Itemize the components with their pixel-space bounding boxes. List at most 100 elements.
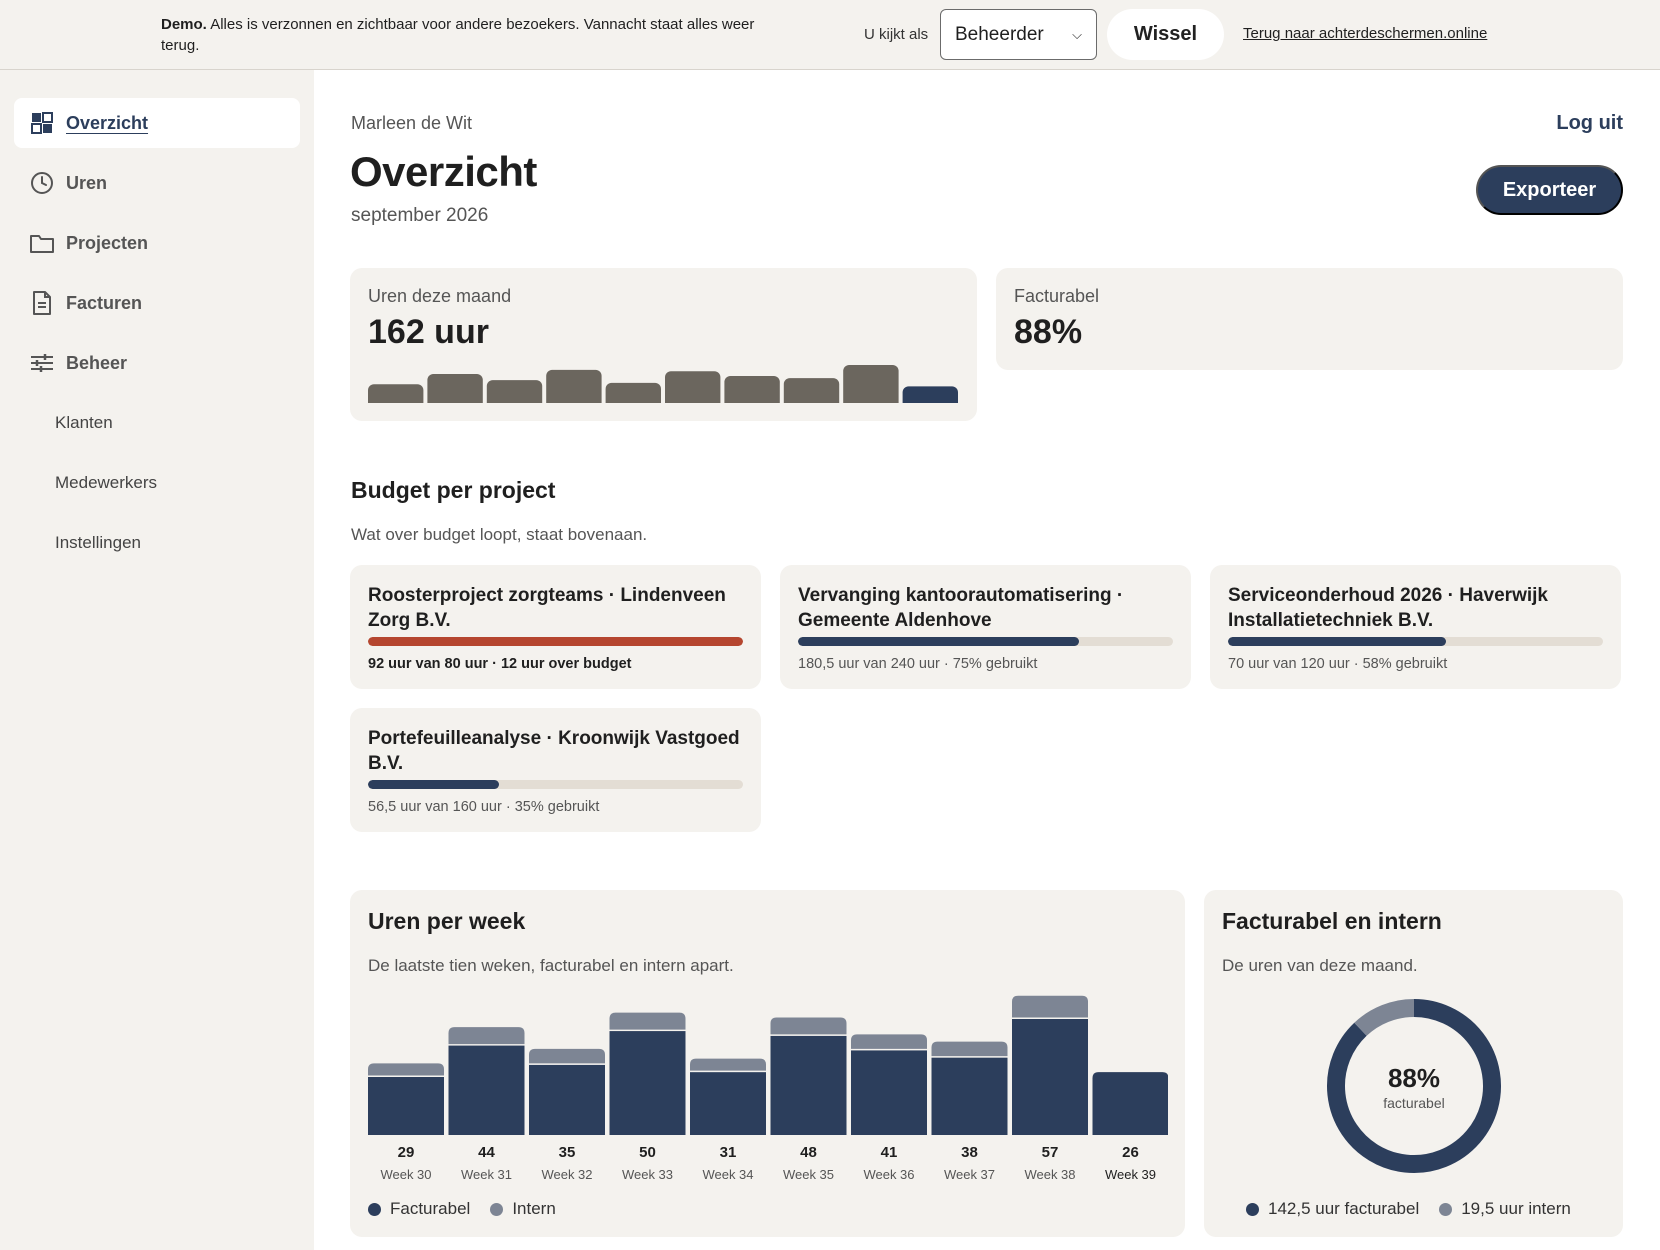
sidebar-item-facturen[interactable]: Facturen	[14, 278, 300, 328]
bar-internal	[1012, 995, 1088, 1018]
sidebar: Overzicht Uren Projecten Facturen Beheer…	[0, 70, 314, 1250]
bar-category-label: Week 34	[702, 1167, 753, 1182]
sparkline-bar	[665, 371, 721, 403]
export-button[interactable]: Exporteer	[1476, 165, 1623, 215]
page-title: Overzicht	[350, 148, 537, 195]
legend-label: 19,5 uur intern	[1461, 1199, 1571, 1218]
weekly-chart-subtitle: De laatste tien weken, facturabel en int…	[368, 956, 734, 975]
bar-billable	[368, 1077, 444, 1135]
billable-donut-chart	[1327, 999, 1501, 1173]
bar-category-label: Week 31	[461, 1167, 512, 1182]
sparkline-bar	[546, 369, 602, 403]
sparkline-bar	[843, 365, 899, 403]
bar-total-label: 31	[720, 1144, 737, 1161]
sidebar-item-label: Facturen	[66, 292, 143, 313]
budget-status: 56,5 uur van 160 uur · 35% gebruikt	[368, 799, 600, 815]
bar-internal	[690, 1058, 766, 1071]
legend-item-internal: 19,5 uur intern	[1439, 1199, 1571, 1219]
sparkline-bar	[724, 376, 780, 403]
bar-category-label: Week 38	[1024, 1167, 1075, 1182]
legend-dot-billable	[1246, 1202, 1259, 1216]
bar-total-label: 35	[559, 1144, 576, 1161]
bar-total-label: 29	[398, 1144, 415, 1161]
bar-billable	[931, 1057, 1008, 1135]
bar-internal	[770, 1017, 847, 1035]
sidebar-subitem-klanten[interactable]: Klanten	[55, 413, 113, 432]
budget-card[interactable]: Portefeuilleanalyse · Kroonwijk Vastgoed…	[350, 708, 761, 832]
bar-category-label: Week 32	[541, 1167, 592, 1182]
legend-label: 142,5 uur facturabel	[1268, 1199, 1420, 1218]
bar-total-label: 44	[478, 1144, 495, 1161]
bar-internal	[851, 1034, 927, 1049]
donut-legend: 142,5 uur facturabel 19,5 uur intern	[1246, 1199, 1591, 1219]
folder-icon	[30, 231, 54, 255]
bar-billable	[529, 1064, 605, 1135]
budget-status: 180,5 uur van 240 uur · 75% gebruikt	[798, 656, 1038, 672]
demo-bar: Demo. Alles is verzonnen en zichtbaar vo…	[0, 0, 1660, 70]
bar-internal	[931, 1041, 1008, 1057]
chevron-down-icon: ⌵	[1072, 26, 1082, 42]
legend-label: Facturabel	[390, 1199, 471, 1218]
user-name: Marleen de Wit	[351, 113, 473, 133]
bar-total-label: 57	[1042, 1144, 1059, 1161]
donut-chart-subtitle: De uren van deze maand.	[1222, 956, 1418, 975]
billable-stat-card: Facturabel 88%	[996, 268, 1623, 370]
hours-stat-label: Uren deze maand	[368, 286, 512, 306]
sidebar-subitem-instellingen[interactable]: Instellingen	[55, 533, 142, 552]
hours-stat-card: Uren deze maand 162 uur	[350, 268, 977, 421]
bar-total-label: 50	[639, 1144, 656, 1161]
sparkline-bar	[368, 384, 424, 403]
weekly-chart-title: Uren per week	[368, 908, 526, 934]
bar-category-label: Week 35	[783, 1167, 834, 1182]
bar-total-label: 26	[1122, 1144, 1139, 1161]
sidebar-subitem-medewerkers[interactable]: Medewerkers	[55, 473, 158, 492]
donut-center-label: facturabel	[1383, 1095, 1445, 1111]
sparkline-bar	[486, 380, 543, 403]
page-period: september 2026	[351, 205, 489, 226]
hours-sparkline	[368, 365, 958, 403]
demo-text: Alles is verzonnen en zichtbaar voor and…	[161, 16, 755, 54]
sparkline-bar	[902, 386, 958, 403]
bar-internal	[448, 1027, 525, 1045]
sidebar-item-uren[interactable]: Uren	[14, 158, 300, 208]
bar-billable	[1012, 1019, 1088, 1135]
document-icon	[30, 291, 54, 315]
budget-section-title: Budget per project	[351, 477, 556, 503]
view-as-label: U kijkt als	[864, 26, 929, 43]
legend-dot-internal	[1439, 1202, 1453, 1216]
sparkline-bar	[427, 373, 483, 403]
budget-progress-fill	[368, 780, 500, 789]
logout-link[interactable]: Log uit	[1556, 112, 1623, 134]
billable-stat-label: Facturabel	[1014, 286, 1100, 306]
sidebar-item-beheer[interactable]: Beheer	[14, 338, 300, 388]
bar-billable	[1092, 1072, 1168, 1135]
sidebar-item-label: Overzicht	[66, 112, 149, 133]
budget-card[interactable]: Roosterproject zorgteams · Lindenveen Zo…	[350, 565, 761, 689]
sidebar-item-projecten[interactable]: Projecten	[14, 218, 300, 268]
donut-chart-title: Facturabel en intern	[1222, 908, 1442, 934]
bar-category-label: Week 39	[1105, 1167, 1156, 1182]
sparkline-bar	[783, 378, 840, 403]
budget-progress-track	[368, 637, 743, 646]
budget-status: 92 uur van 80 uur · 12 uur over budget	[368, 656, 632, 672]
donut-center-value: 88%	[1387, 1063, 1441, 1093]
sidebar-item-overzicht[interactable]: Overzicht	[14, 98, 300, 148]
sparkline-bar	[605, 382, 661, 403]
weekly-legend: Facturabel Intern	[368, 1199, 576, 1219]
legend-dot-internal	[490, 1202, 504, 1216]
role-select[interactable]: Beheerder ⌵	[940, 9, 1097, 60]
bar-billable	[770, 1035, 847, 1135]
bar-billable	[690, 1072, 766, 1135]
budget-card[interactable]: Vervanging kantoorautomatisering · Gemee…	[780, 565, 1191, 689]
switch-role-button[interactable]: Wissel	[1107, 9, 1224, 60]
sidebar-item-label: Beheer	[66, 352, 128, 373]
bar-internal	[529, 1048, 605, 1064]
budget-card[interactable]: Serviceonderhoud 2026 · Haverwijk Instal…	[1210, 565, 1621, 689]
legend-item-billable: Facturabel	[368, 1199, 470, 1219]
bar-billable	[851, 1050, 927, 1135]
back-link[interactable]: Terug naar achterdeschermen.online	[1243, 25, 1488, 42]
budget-progress-track	[798, 637, 1173, 646]
bar-total-label: 38	[961, 1144, 978, 1161]
budget-project-name: Portefeuilleanalyse · Kroonwijk Vastgoed…	[368, 728, 740, 774]
donut-slice-internal	[1354, 999, 1415, 1037]
